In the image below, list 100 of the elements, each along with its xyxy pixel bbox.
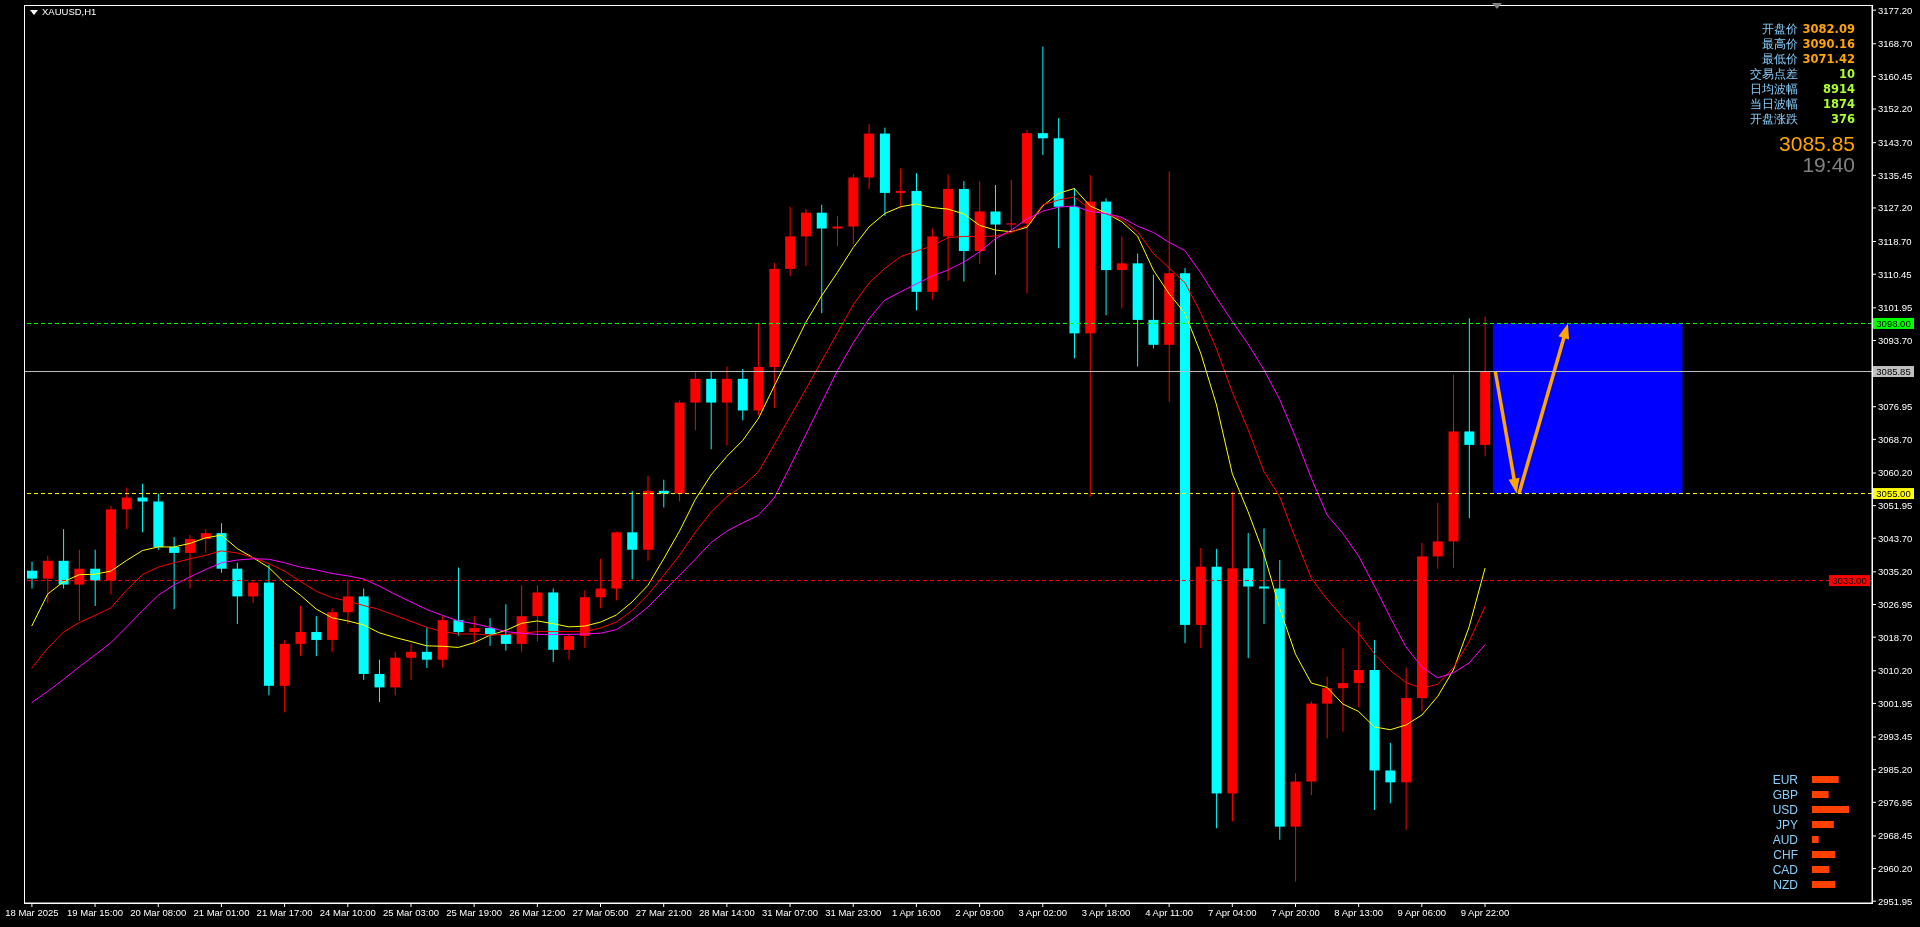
x-tick-label: 19 Mar 15:00 (67, 906, 124, 918)
x-tick-label: 3 Apr 02:00 (1018, 906, 1068, 918)
x-tick-label: 1 Apr 16:00 (892, 906, 941, 918)
y-tick-label: 3068.70 (1878, 433, 1913, 445)
candlestick (816, 204, 827, 314)
bar (1812, 881, 1836, 888)
annotation: 1874 (1822, 97, 1855, 111)
x-tick-label: 2 Apr 09:00 (955, 906, 1004, 918)
candlestick (832, 215, 843, 247)
annotation: 8914 (1822, 82, 1855, 96)
bar (1812, 776, 1839, 783)
y-tick-label: 3177.20 (1878, 4, 1913, 16)
x-tick-label: 24 Mar 10:00 (319, 906, 376, 918)
candlestick (1337, 647, 1348, 733)
x-tick-label: 27 Mar 05:00 (572, 906, 629, 918)
annotation: 当日波幅 (1750, 97, 1798, 111)
y-tick-label: 2985.20 (1878, 764, 1913, 776)
y-tick-label: JPY (1775, 817, 1798, 832)
candlestick (58, 528, 69, 589)
x-tick-label: 31 Mar 23:00 (825, 906, 882, 918)
y-tick-label: 3010.20 (1878, 665, 1913, 677)
annotation: 3085.85 (1779, 132, 1855, 155)
candlestick (627, 490, 638, 580)
ref-line-label: 3098.00 (1876, 317, 1911, 329)
candlestick (532, 584, 543, 643)
bar (1812, 836, 1819, 843)
candlestick (453, 567, 464, 637)
x-tick-label: 7 Apr 04:00 (1208, 906, 1257, 918)
candlestick (690, 372, 701, 431)
x-tick-label: 26 Mar 12:00 (509, 906, 566, 918)
y-tick-label: 3110.45 (1878, 268, 1912, 280)
y-tick-label: 3118.70 (1878, 235, 1912, 247)
y-tick-label: USD (1772, 802, 1799, 817)
candlestick (121, 487, 132, 530)
y-tick-label: 3143.70 (1878, 137, 1913, 149)
x-tick-label: 3 Apr 18:00 (1081, 906, 1131, 918)
y-tick-label: 3043.70 (1878, 532, 1913, 544)
candlestick (895, 167, 906, 210)
x-tick-label: 18 Mar 2025 (5, 906, 59, 918)
annotation: 376 (1830, 112, 1855, 126)
candlestick (421, 626, 432, 669)
y-tick-label: CHF (1773, 847, 1798, 862)
candlestick (27, 561, 37, 589)
bar (1812, 821, 1834, 828)
candlestick (485, 617, 496, 647)
y-tick-label: 3018.70 (1878, 631, 1913, 643)
ref-line-label: 3055.00 (1876, 487, 1911, 499)
y-tick-label: 3035.20 (1878, 566, 1913, 578)
candlestick (1464, 317, 1475, 519)
annotation: 最高价 (1762, 37, 1798, 51)
x-tick-label: 7 Apr 20:00 (1271, 906, 1320, 918)
annotation: 最低价 (1762, 52, 1798, 66)
candlestick (564, 633, 575, 661)
y-tick-label: 2993.45 (1878, 731, 1913, 743)
bar (1812, 806, 1849, 813)
y-tick-label: 3051.95 (1878, 500, 1913, 511)
annotation: 10 (1838, 67, 1855, 81)
candlestick (500, 603, 511, 652)
y-tick-label: NZD (1773, 877, 1799, 892)
x-tick-label: 31 Mar 07:00 (762, 906, 819, 918)
candlestick (295, 605, 306, 657)
y-tick-label: 3026.95 (1878, 598, 1913, 610)
candlestick (721, 366, 732, 446)
y-tick-label: 3076.95 (1878, 401, 1913, 413)
annotation: 交易点差 (1750, 67, 1798, 81)
annotation: 开盘价 (1762, 22, 1798, 36)
candlestick (169, 536, 180, 610)
candlestick (1116, 235, 1127, 309)
x-tick-label: 4 Apr 11:00 (1145, 906, 1194, 918)
x-tick-label: 28 Mar 14:00 (698, 906, 755, 918)
chart-title: XAUUSD,H1 (42, 6, 97, 18)
y-tick-label: EUR (1772, 772, 1799, 787)
candlestick (1322, 676, 1333, 739)
bar (1812, 791, 1829, 798)
x-tick-label: 9 Apr 06:00 (1397, 906, 1447, 918)
candlestick (1259, 527, 1269, 625)
y-tick-label: 3160.45 (1878, 70, 1913, 82)
bar (1812, 851, 1836, 858)
y-tick-label: 3093.70 (1878, 334, 1913, 346)
annotation: 3071.42 (1802, 52, 1855, 66)
candlestick (1243, 532, 1254, 659)
candlestick (1385, 742, 1396, 804)
y-tick-label: 3152.20 (1878, 103, 1913, 115)
x-tick-label: 25 Mar 03:00 (382, 906, 439, 918)
x-tick-label: 8 Apr 13:00 (1334, 906, 1383, 918)
y-tick-label: AUD (1772, 832, 1799, 847)
y-tick-label: CAD (1772, 862, 1799, 877)
x-tick-label: 27 Mar 21:00 (635, 906, 692, 918)
y-tick-label: 3168.70 (1878, 38, 1913, 50)
candlestick (800, 208, 811, 267)
candlestick (374, 659, 385, 703)
y-tick-label: 3127.20 (1878, 202, 1913, 214)
x-tick-label: 21 Mar 17:00 (256, 906, 313, 918)
candlestick (706, 370, 717, 450)
ref-line-label: 3085.85 (1876, 365, 1911, 377)
y-tick-label: 3101.95 (1878, 302, 1913, 314)
y-tick-label: 2968.45 (1878, 830, 1913, 842)
y-tick-label: 3060.20 (1878, 467, 1913, 479)
candlestick (990, 184, 1001, 276)
x-tick-label: 25 Mar 19:00 (446, 906, 503, 918)
